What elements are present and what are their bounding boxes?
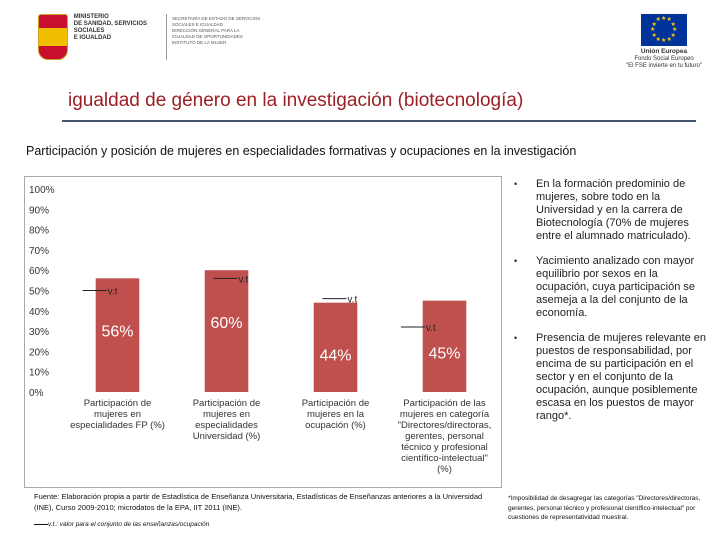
y-tick-label: 40% bbox=[29, 307, 49, 318]
eu-star-icon: ★ bbox=[651, 32, 657, 39]
x-tick-label: (%) bbox=[437, 464, 452, 475]
eu-star-icon: ★ bbox=[670, 21, 676, 28]
x-tick-label: gerentes, personal bbox=[405, 431, 484, 442]
eu-star-icon: ★ bbox=[655, 17, 661, 24]
x-tick-label: Participación de las bbox=[403, 398, 486, 409]
eu-star-icon: ★ bbox=[672, 27, 678, 33]
reference-label: v.t bbox=[108, 287, 118, 298]
y-tick-label: 20% bbox=[29, 347, 49, 358]
eu-fund: Fondo Social Europeo bbox=[634, 56, 694, 62]
x-tick-label: Participación de bbox=[84, 398, 152, 409]
bar-value-label: 44% bbox=[319, 348, 351, 365]
bar bbox=[313, 302, 358, 392]
chart-container: 0% 10% 20% 30% 40% 50% 60% 70% 80% 90% 100% 56% v.t P… bbox=[24, 176, 502, 488]
logo-divider bbox=[166, 14, 167, 60]
y-tick-label: 60% bbox=[29, 266, 49, 277]
reference-label: v.t bbox=[238, 274, 248, 285]
source-note: Fuente: Elaboración propia a partir de E… bbox=[34, 492, 483, 512]
reference-label: v.t bbox=[426, 323, 436, 334]
x-tick-label: mujeres en bbox=[94, 409, 141, 420]
x-tick-label: mujeres en la bbox=[307, 409, 365, 420]
eu-star-icon: ★ bbox=[655, 36, 661, 43]
eu-logo-text: Unión Europea Fondo Social Europeo "El F… bbox=[624, 48, 704, 70]
y-tick-label: 70% bbox=[29, 246, 49, 257]
title-rule bbox=[62, 120, 696, 122]
x-tick-label: Participación de bbox=[302, 398, 370, 409]
x-tick-label: ocupación (%) bbox=[305, 420, 366, 431]
x-tick-label: mujeres en categoría bbox=[400, 409, 490, 420]
bullet-item: Presencia de mujeres relevante en puesto… bbox=[510, 332, 708, 423]
x-tick-label: técnico y profesional bbox=[401, 442, 488, 453]
eu-star-icon: ★ bbox=[650, 27, 656, 33]
bullet-item: Yacimiento analizado con mayor equilibri… bbox=[510, 255, 708, 320]
bullet-list: En la formación predominio de mujeres, s… bbox=[510, 178, 708, 423]
eu-star-icon: ★ bbox=[666, 17, 672, 24]
y-tick-label: 90% bbox=[29, 205, 49, 216]
vt-footnote: v.t.: valor para el conjunto de las ense… bbox=[34, 521, 209, 528]
chart-subtitle: Participación y posición de mujeres en e… bbox=[26, 144, 577, 158]
eu-star-icon: ★ bbox=[651, 21, 657, 28]
eu-name: Unión Europea bbox=[640, 48, 688, 55]
eu-star-icon: ★ bbox=[666, 36, 672, 43]
bar-chart: 0% 10% 20% 30% 40% 50% 60% 70% 80% 90% 100% 56% v.t P… bbox=[29, 185, 492, 475]
header: MINISTERIO DE SANIDAD, SERVICIOS SOCIALE… bbox=[0, 0, 720, 80]
bar-value-label: 56% bbox=[101, 323, 133, 340]
ministry-departments: SECRETARÍA DE ESTADO DE SERVICIOS SOCIAL… bbox=[172, 16, 261, 45]
y-tick-label: 80% bbox=[29, 226, 49, 237]
y-tick-label: 0% bbox=[29, 388, 44, 399]
y-tick-label: 50% bbox=[29, 287, 49, 298]
ministry-name: MINISTERIO DE SANIDAD, SERVICIOS SOCIALE… bbox=[73, 14, 148, 41]
vt-legend-line bbox=[34, 523, 48, 525]
eu-flag-icon: ★ ★ ★ ★ ★ ★ ★ ★ ★ ★ ★ ★ bbox=[641, 14, 687, 46]
x-tick-label: Participación de bbox=[193, 398, 261, 409]
eu-star-icon: ★ bbox=[661, 38, 667, 44]
eu-star-icon: ★ bbox=[670, 32, 676, 39]
y-tick-label: 30% bbox=[29, 327, 49, 338]
bar-value-label: 60% bbox=[210, 315, 242, 332]
bullet-item: En la formación predominio de mujeres, s… bbox=[510, 178, 708, 243]
x-tick-label: especialidades FP (%) bbox=[70, 420, 165, 431]
bar bbox=[422, 300, 467, 392]
x-tick-label: "Directores/directoras, bbox=[398, 420, 492, 431]
spain-coat-of-arms-icon bbox=[38, 14, 68, 60]
eu-star-icon: ★ bbox=[661, 16, 667, 22]
page-title: igualdad de género en la investigación (… bbox=[68, 90, 524, 111]
eu-motto: "El FSE invierte en tu futuro" bbox=[626, 63, 702, 69]
y-tick-label: 100% bbox=[29, 185, 55, 196]
x-tick-label: mujeres en bbox=[203, 409, 250, 420]
x-tick-label: especialidades bbox=[195, 420, 258, 431]
category-footnote: *Imposibilidad de desagregar las categor… bbox=[508, 495, 701, 521]
ministry-logo: MINISTERIO DE SANIDAD, SERVICIOS SOCIALE… bbox=[38, 14, 160, 60]
x-tick-label: Universidad (%) bbox=[193, 431, 261, 442]
vt-footnote-text: v.t.: valor para el conjunto de las ense… bbox=[48, 521, 210, 528]
bar bbox=[95, 278, 140, 392]
reference-label: v.t bbox=[347, 295, 357, 306]
bar-value-label: 45% bbox=[428, 346, 460, 363]
x-tick-label: científico-intelectual" bbox=[401, 453, 488, 464]
y-tick-label: 10% bbox=[29, 368, 49, 379]
bar bbox=[204, 270, 249, 392]
